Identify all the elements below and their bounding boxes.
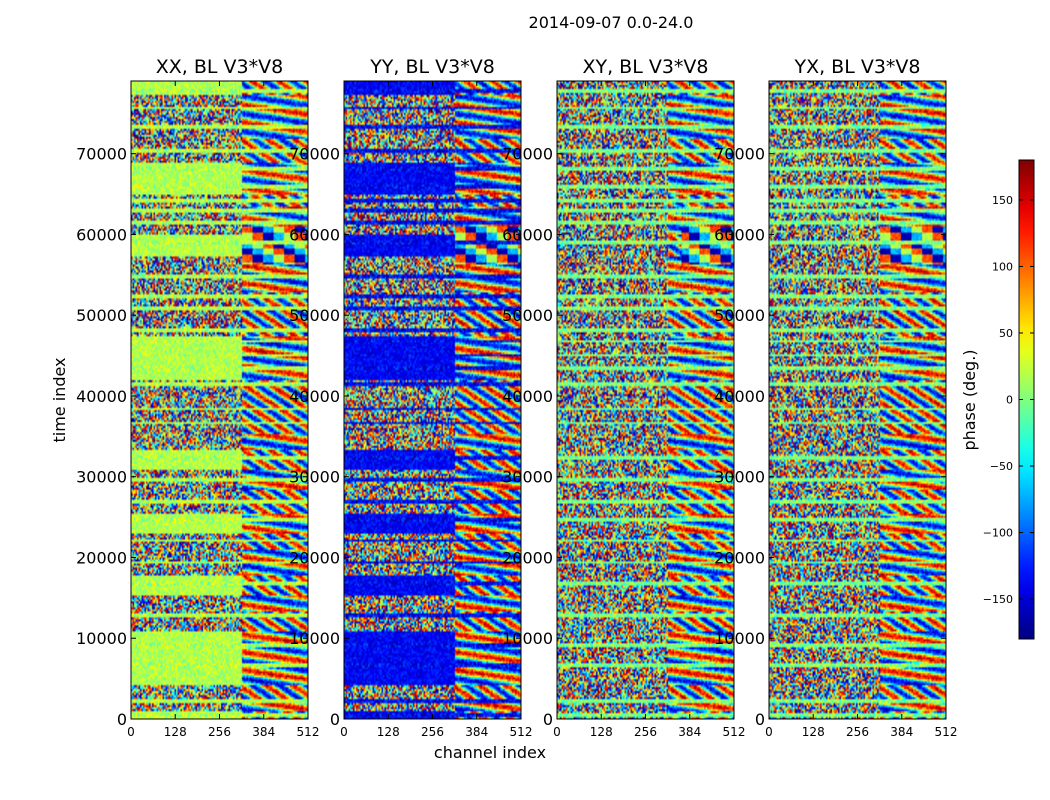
panel-xx: XX, BL V3*V8 0 128 256 384 512 0 10000 20000 3000… <box>76 56 319 739</box>
panel-title: XX, BL V3*V8 <box>156 56 283 78</box>
panel-yx: YX, BL V3*V8 0 128 256 384 512 0 10000 20000 3000… <box>714 56 957 739</box>
x-tick-label: 128 <box>164 725 187 739</box>
x-tick-label: 0 <box>340 725 348 739</box>
y-tick-label: 70000 <box>289 145 340 164</box>
phase-heatmap-yx <box>769 81 946 719</box>
x-tick-label: 0 <box>553 725 561 739</box>
panel-title: XY, BL V3*V8 <box>582 56 708 78</box>
y-tick-label: 10000 <box>502 629 553 648</box>
panel-xy: XY, BL V3*V8 0 128 256 384 512 0 10000 20000 3000… <box>502 56 745 739</box>
y-tick-label: 40000 <box>76 387 127 406</box>
x-tick-label: 384 <box>678 725 701 739</box>
colorbar-tick-label: 0 <box>1006 394 1013 407</box>
y-tick-label: 20000 <box>76 548 127 567</box>
x-tick-label: 128 <box>802 725 825 739</box>
y-tick-label: 50000 <box>714 306 765 325</box>
colorbar-tick-label: −150 <box>983 593 1013 606</box>
y-tick-label: 60000 <box>289 225 340 244</box>
x-tick-label: 512 <box>723 725 746 739</box>
x-tick-label: 0 <box>127 725 135 739</box>
colorbar-tick-label: −100 <box>983 527 1013 540</box>
colorbar-tick-label: 150 <box>992 194 1013 207</box>
y-tick-label: 30000 <box>76 468 127 487</box>
x-tick-label: 256 <box>846 725 869 739</box>
figure-title: 2014-09-07 0.0-24.0 <box>529 13 694 32</box>
panel-title: YX, BL V3*V8 <box>793 56 920 78</box>
y-tick-label: 0 <box>117 710 127 729</box>
y-tick-label: 20000 <box>289 548 340 567</box>
y-tick-label: 60000 <box>714 225 765 244</box>
y-tick-label: 60000 <box>502 225 553 244</box>
colorbar-tick-label: 50 <box>999 327 1013 340</box>
colorbar: −150 −100 −50 0 50 100 150 <box>983 159 1035 640</box>
x-tick-label: 256 <box>634 725 657 739</box>
y-tick-label: 10000 <box>714 629 765 648</box>
y-tick-label: 10000 <box>289 629 340 648</box>
y-tick-label: 0 <box>755 710 765 729</box>
panel-yy: YY, BL V3*V8 0 128 256 384 512 0 10000 20000 3000… <box>289 56 532 739</box>
phase-heatmap-yy <box>344 81 521 719</box>
y-tick-label: 50000 <box>502 306 553 325</box>
y-tick-label: 60000 <box>76 225 127 244</box>
y-tick-label: 20000 <box>502 548 553 567</box>
x-tick-label: 0 <box>765 725 773 739</box>
colorbar-tick-label: 100 <box>992 260 1013 273</box>
colorbar-tick-label: −50 <box>990 460 1013 473</box>
y-tick-label: 70000 <box>502 145 553 164</box>
y-tick-label: 0 <box>330 710 340 729</box>
y-tick-label: 40000 <box>289 387 340 406</box>
x-tick-label: 256 <box>421 725 444 739</box>
y-tick-label: 30000 <box>289 468 340 487</box>
y-tick-label: 40000 <box>502 387 553 406</box>
x-tick-label: 512 <box>510 725 533 739</box>
x-tick-label: 256 <box>208 725 231 739</box>
y-tick-label: 50000 <box>76 306 127 325</box>
panel-title: YY, BL V3*V8 <box>369 56 495 78</box>
y-tick-label: 30000 <box>502 468 553 487</box>
x-axis-label: channel index <box>434 743 546 762</box>
x-tick-label: 128 <box>590 725 613 739</box>
phase-heatmap-xx <box>131 81 308 719</box>
y-tick-label: 50000 <box>289 306 340 325</box>
y-tick-label: 10000 <box>76 629 127 648</box>
y-axis-label: time index <box>50 357 69 442</box>
x-tick-label: 384 <box>252 725 275 739</box>
x-tick-label: 384 <box>465 725 488 739</box>
y-tick-label: 70000 <box>714 145 765 164</box>
colorbar-label: phase (deg.) <box>960 349 979 450</box>
y-tick-label: 40000 <box>714 387 765 406</box>
x-tick-label: 128 <box>377 725 400 739</box>
y-tick-label: 30000 <box>714 468 765 487</box>
panels-group: XX, BL V3*V8 0 128 256 384 512 0 10000 20000 3000… <box>76 56 957 739</box>
y-tick-label: 20000 <box>714 548 765 567</box>
y-tick-label: 70000 <box>76 145 127 164</box>
x-tick-label: 384 <box>890 725 913 739</box>
y-tick-label: 0 <box>543 710 553 729</box>
x-tick-label: 512 <box>935 725 958 739</box>
phase-heatmap-xy <box>557 81 734 719</box>
x-tick-label: 512 <box>297 725 320 739</box>
